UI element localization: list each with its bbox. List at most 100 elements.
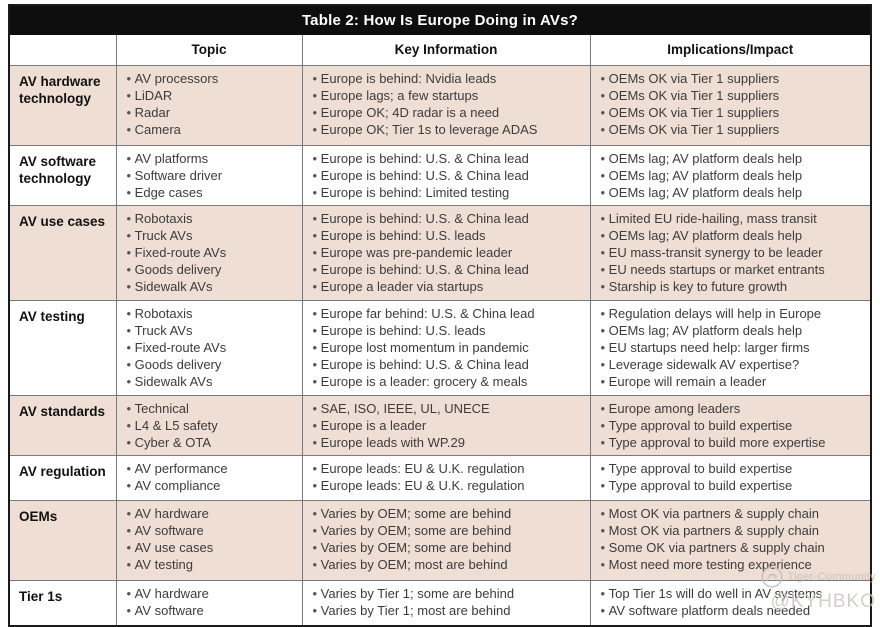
bullet-item: Radar: [127, 104, 296, 121]
bullet-item: Europe is behind: U.S. & China lead: [313, 167, 584, 184]
bullet-item: EU needs startups or market entrants: [601, 261, 865, 278]
row-label: OEMs: [10, 499, 117, 581]
bullet-item: Most OK via partners & supply chain: [601, 505, 865, 522]
bullet-item: Varies by OEM; some are behind: [313, 539, 584, 556]
table-title: Table 2: How Is Europe Doing in AVs?: [10, 6, 870, 35]
bullet-item: Robotaxis: [127, 305, 296, 322]
bullet-item: Fixed-route AVs: [127, 244, 296, 261]
bullet-item: Europe leads: EU & U.K. regulation: [313, 460, 584, 477]
table-row: AV use casesRobotaxisTruck AVsFixed-rout…: [10, 204, 870, 301]
bullet-list: Type approval to build expertiseType app…: [601, 460, 865, 494]
cell-implications: Europe among leadersType approval to bui…: [589, 394, 870, 456]
bullet-item: Varies by Tier 1; most are behind: [313, 602, 584, 619]
bullet-item: AV software platform deals needed: [601, 602, 865, 619]
row-label: AV software technology: [10, 144, 117, 206]
bullet-list: Regulation delays will help in EuropeOEM…: [601, 305, 865, 390]
cell-implications: Type approval to build expertiseType app…: [589, 454, 870, 501]
bullet-item: Europe lags; a few startups: [313, 87, 584, 104]
cell-key-info: Europe is behind: U.S. & China leadEurop…: [301, 144, 591, 206]
table-header: Topic Key Information Implications/Impac…: [10, 35, 870, 66]
bullet-item: SAE, ISO, IEEE, UL, UNECE: [313, 400, 584, 417]
bullet-item: OEMs lag; AV platform deals help: [601, 167, 865, 184]
data-table: Topic Key Information Implications/Impac…: [10, 35, 870, 625]
bullet-item: Europe is behind: U.S. & China lead: [313, 210, 584, 227]
bullet-list: Europe leads: EU & U.K. regulationEurope…: [313, 460, 584, 494]
bullet-item: EU startups need help: larger firms: [601, 339, 865, 356]
cell-key-info: Europe leads: EU & U.K. regulationEurope…: [301, 454, 591, 501]
bullet-item: AV software: [127, 522, 296, 539]
cell-topic: AV hardwareAV software: [115, 579, 303, 625]
table-row: AV testingRobotaxisTruck AVsFixed-route …: [10, 299, 870, 396]
bullet-list: RobotaxisTruck AVsFixed-route AVsGoods d…: [127, 210, 296, 295]
cell-implications: OEMs OK via Tier 1 suppliersOEMs OK via …: [589, 64, 870, 146]
bullet-item: Europe was pre-pandemic leader: [313, 244, 584, 261]
bullet-item: Sidewalk AVs: [127, 278, 296, 295]
bullet-item: Type approval to build expertise: [601, 460, 865, 477]
bullet-list: Varies by Tier 1; some are behindVaries …: [313, 585, 584, 619]
bullet-item: Truck AVs: [127, 322, 296, 339]
bullet-list: Varies by OEM; some are behindVaries by …: [313, 505, 584, 573]
table-row: AV standardsTechnicalL4 & L5 safetyCyber…: [10, 394, 870, 456]
bullet-item: Europe leads: EU & U.K. regulation: [313, 477, 584, 494]
bullet-item: Sidewalk AVs: [127, 373, 296, 390]
bullet-item: OEMs lag; AV platform deals help: [601, 322, 865, 339]
bullet-item: Europe a leader via startups: [313, 278, 584, 295]
bullet-item: Cyber & OTA: [127, 434, 296, 451]
bullet-item: Europe is a leader: grocery & meals: [313, 373, 584, 390]
cell-key-info: Europe far behind: U.S. & China leadEuro…: [301, 299, 591, 396]
cell-implications: Most OK via partners & supply chainMost …: [589, 499, 870, 581]
bullet-item: OEMs lag; AV platform deals help: [601, 184, 865, 201]
table-row: AV hardware technologyAV processorsLiDAR…: [10, 64, 870, 146]
cell-implications: Top Tier 1s will do well in AV systemsAV…: [589, 579, 870, 625]
cell-topic: AV processorsLiDARRadarCamera: [115, 64, 303, 146]
bullet-list: Limited EU ride-hailing, mass transitOEM…: [601, 210, 865, 295]
bullet-item: Europe is behind: Limited testing: [313, 184, 584, 201]
cell-key-info: Varies by Tier 1; some are behindVaries …: [301, 579, 591, 625]
row-label: AV standards: [10, 394, 117, 456]
row-label: AV hardware technology: [10, 64, 117, 146]
av-europe-table: Table 2: How Is Europe Doing in AVs? Top…: [8, 4, 872, 627]
bullet-item: Starship is key to future growth: [601, 278, 865, 295]
bullet-item: Europe OK; 4D radar is a need: [313, 104, 584, 121]
bullet-item: Camera: [127, 121, 296, 138]
bullet-item: OEMs OK via Tier 1 suppliers: [601, 70, 865, 87]
cell-key-info: Varies by OEM; some are behindVaries by …: [301, 499, 591, 581]
bullet-item: AV software: [127, 602, 296, 619]
bullet-item: Varies by Tier 1; some are behind: [313, 585, 584, 602]
bullet-item: Regulation delays will help in Europe: [601, 305, 865, 322]
bullet-item: Europe is behind: U.S. & China lead: [313, 261, 584, 278]
bullet-list: Europe far behind: U.S. & China leadEuro…: [313, 305, 584, 390]
row-label: Tier 1s: [10, 579, 117, 625]
cell-implications: OEMs lag; AV platform deals helpOEMs lag…: [589, 144, 870, 206]
cell-topic: RobotaxisTruck AVsFixed-route AVsGoods d…: [115, 204, 303, 301]
bullet-item: Leverage sidewalk AV expertise?: [601, 356, 865, 373]
bullet-item: Most OK via partners & supply chain: [601, 522, 865, 539]
bullet-item: Europe OK; Tier 1s to leverage ADAS: [313, 121, 584, 138]
bullet-item: Europe will remain a leader: [601, 373, 865, 390]
bullet-item: Type approval to build expertise: [601, 417, 865, 434]
bullet-item: AV use cases: [127, 539, 296, 556]
cell-key-info: Europe is behind: U.S. & China leadEurop…: [301, 204, 591, 301]
bullet-item: Type approval to build expertise: [601, 477, 865, 494]
bullet-item: Goods delivery: [127, 356, 296, 373]
cell-implications: Regulation delays will help in EuropeOEM…: [589, 299, 870, 396]
bullet-list: Europe is behind: U.S. & China leadEurop…: [313, 150, 584, 201]
bullet-item: Europe is behind: U.S. & China lead: [313, 150, 584, 167]
bullet-item: OEMs OK via Tier 1 suppliers: [601, 87, 865, 104]
bullet-item: Europe is behind: U.S. leads: [313, 322, 584, 339]
bullet-item: AV platforms: [127, 150, 296, 167]
bullet-list: AV platformsSoftware driverEdge cases: [127, 150, 296, 201]
bullet-item: AV hardware: [127, 585, 296, 602]
bullet-list: OEMs OK via Tier 1 suppliersOEMs OK via …: [601, 70, 865, 138]
bullet-list: Europe is behind: Nvidia leadsEurope lag…: [313, 70, 584, 138]
bullet-item: OEMs lag; AV platform deals help: [601, 150, 865, 167]
bullet-item: Top Tier 1s will do well in AV systems: [601, 585, 865, 602]
bullet-item: OEMs OK via Tier 1 suppliers: [601, 104, 865, 121]
bullet-item: Truck AVs: [127, 227, 296, 244]
table-row: Tier 1s AV hardwareAV software Varies by T…: [10, 579, 870, 625]
cell-topic: RobotaxisTruck AVsFixed-route AVsGoods d…: [115, 299, 303, 396]
bullet-list: AV performanceAV compliance: [127, 460, 296, 494]
column-header-blank: [10, 35, 117, 66]
bullet-list: OEMs lag; AV platform deals helpOEMs lag…: [601, 150, 865, 201]
